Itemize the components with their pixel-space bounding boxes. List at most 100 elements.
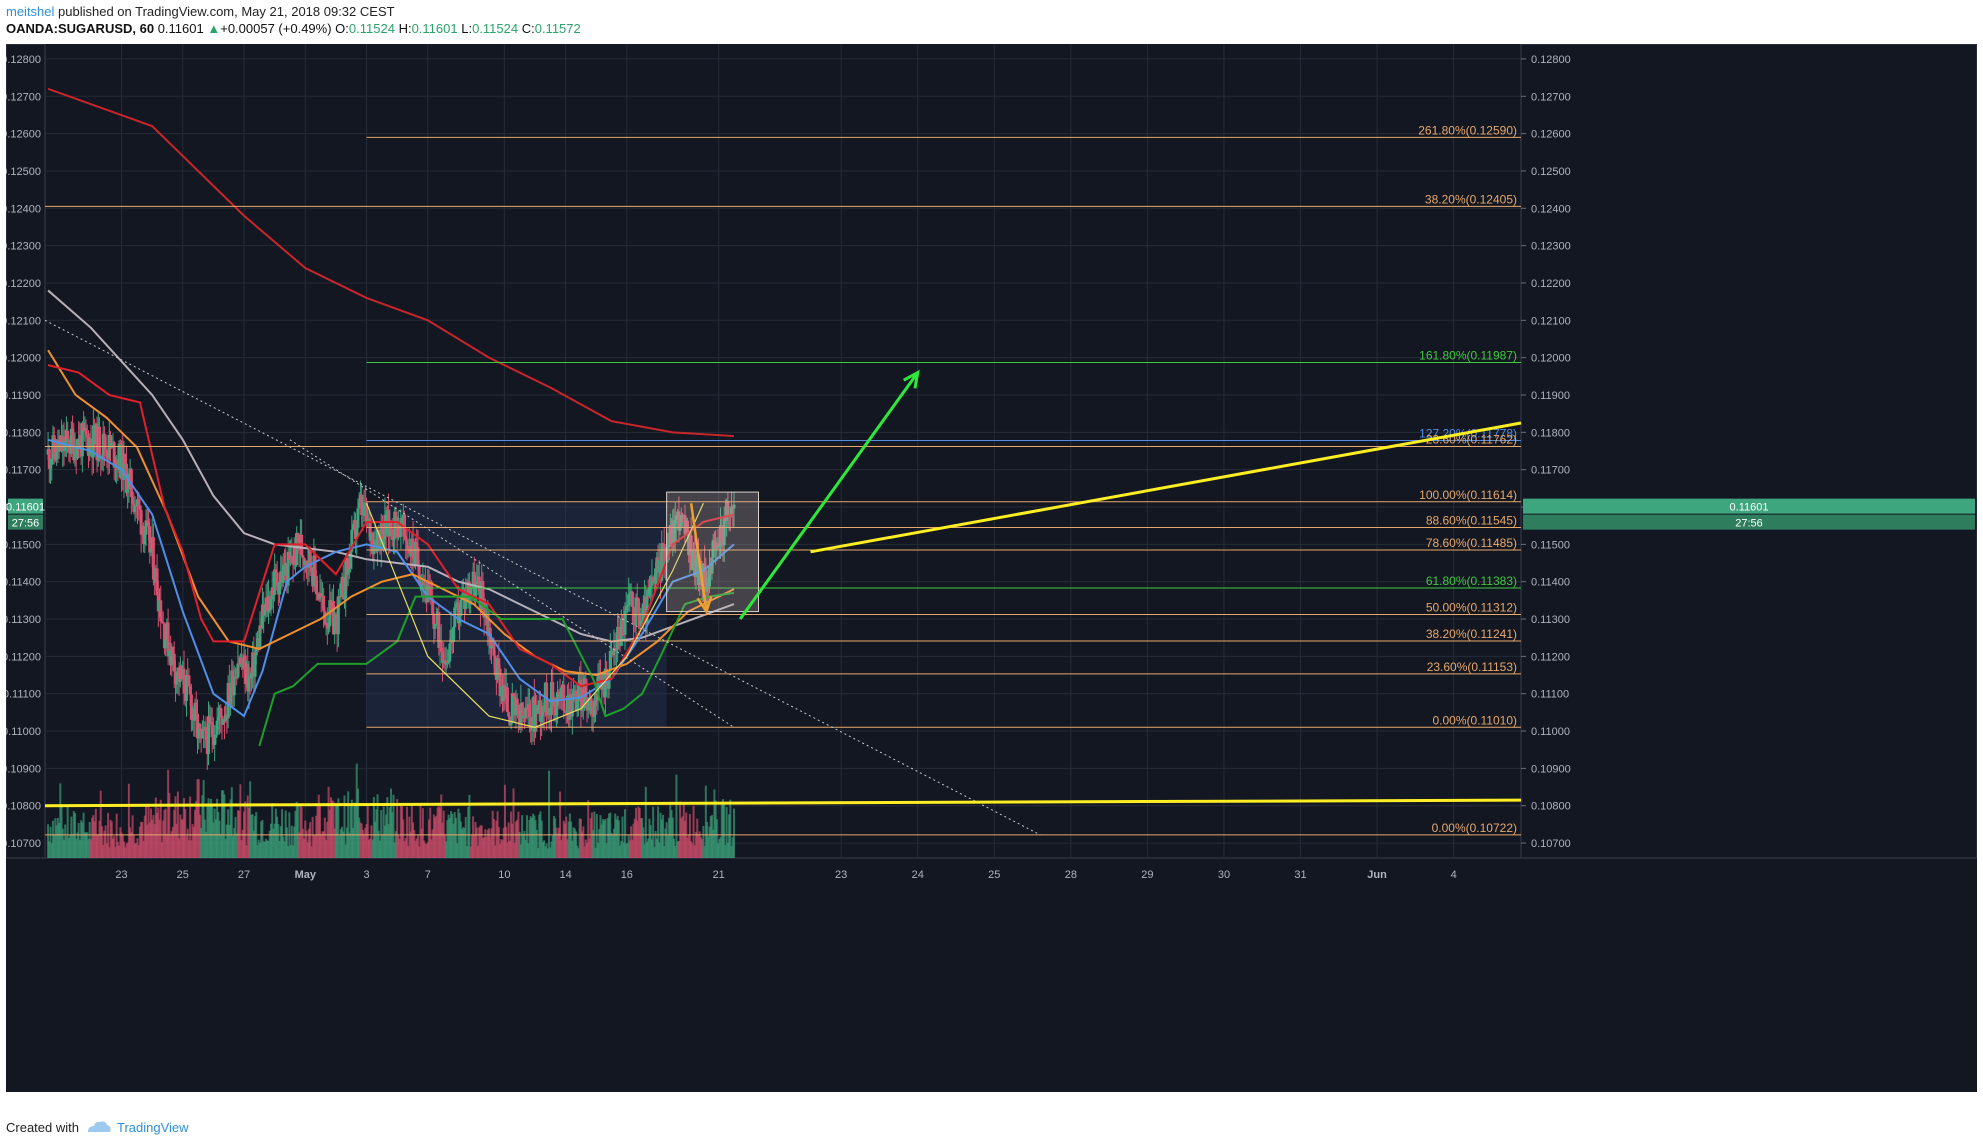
countdown-label-left: 27:56: [12, 518, 40, 530]
volume-bar: [505, 826, 508, 858]
volume-bar: [660, 819, 663, 858]
chart-frame[interactable]: 0.12800 0.12800 0.12700 0.12700 0.12600 0.126…: [6, 44, 1977, 1092]
volume-bar: [148, 822, 151, 858]
candle-body: [377, 529, 381, 535]
y-tick-label-left: 0.11500: [6, 539, 41, 551]
volume-bar: [66, 807, 69, 858]
volume-bar: [178, 838, 181, 858]
volume-bar: [439, 807, 442, 858]
grid-lines: [45, 44, 1521, 858]
candle-body: [624, 606, 628, 611]
volume-bar: [729, 799, 732, 858]
candle-body: [708, 565, 712, 587]
volume-bar: [289, 844, 292, 858]
volume-bar: [268, 830, 271, 858]
x-tick-label: 14: [559, 869, 571, 881]
volume-bar: [272, 828, 275, 858]
candle-body: [529, 716, 533, 731]
candle-body: [308, 548, 312, 568]
volume-bar: [71, 833, 74, 858]
candle-body: [215, 720, 219, 735]
chart-footer: Created with TradingView: [0, 1106, 1983, 1144]
volume-bar: [293, 826, 296, 858]
y-tick-label-right: 0.10800: [1531, 801, 1571, 813]
price-change: +0.00057 (+0.49%): [220, 21, 332, 36]
volume-bar: [203, 819, 206, 858]
candle-body: [403, 514, 407, 537]
y-tick-label-right: 0.12800: [1531, 54, 1571, 66]
volume-bar: [638, 808, 641, 858]
volume-bar: [625, 843, 628, 858]
volume-bar: [222, 790, 225, 858]
candle-body: [88, 438, 92, 456]
symbol-name[interactable]: OANDA:SUGARUSD, 60: [6, 21, 155, 36]
volume-bar: [659, 812, 662, 858]
candle-body: [540, 716, 544, 722]
candle-body: [104, 449, 108, 451]
volume-bar: [345, 827, 348, 858]
candle-body: [159, 600, 163, 622]
volume-bar: [312, 834, 315, 858]
volume-bar: [401, 806, 404, 858]
y-tick-label-right: 0.10700: [1531, 838, 1571, 850]
y-tick-label-left: 0.12600: [6, 129, 41, 141]
volume-bar: [190, 840, 193, 858]
candle-body: [151, 537, 155, 580]
volume-bar: [236, 810, 239, 858]
volume-bar: [424, 843, 427, 858]
volume-bar: [441, 822, 444, 858]
volume-bar: [537, 848, 540, 858]
volume-bar: [724, 844, 727, 858]
volume-bar: [49, 826, 52, 858]
candle-body: [681, 514, 685, 516]
volume-bar: [429, 807, 432, 858]
candle-body: [69, 428, 73, 454]
volume-bar: [306, 842, 309, 858]
candle-body: [232, 677, 236, 696]
volume-bar: [548, 770, 551, 858]
candle-body: [559, 687, 563, 699]
volume-bar: [715, 819, 718, 858]
candle-body: [260, 604, 264, 629]
open-value: 0.11524: [348, 21, 395, 36]
volume-bar: [518, 831, 521, 858]
volume-bar: [211, 805, 214, 858]
volume-bar: [56, 817, 59, 858]
candle-body: [414, 541, 418, 566]
x-tick-label: 23: [115, 869, 127, 881]
volume-bar: [687, 834, 690, 858]
volume-bar: [405, 806, 408, 858]
volume-bar: [134, 843, 137, 858]
volume-bar: [93, 821, 96, 858]
candle-body: [475, 581, 479, 585]
volume-bar: [196, 779, 199, 858]
candle-body: [295, 533, 299, 566]
candle-body: [219, 707, 223, 716]
volume-bar: [495, 820, 498, 858]
candle-body: [274, 569, 278, 573]
volume-bar: [105, 843, 108, 858]
volume-bar: [70, 816, 73, 858]
volume-bar: [142, 840, 145, 858]
y-tick-label-left: 0.11300: [6, 614, 41, 626]
candle-body: [236, 663, 240, 678]
volume-bar: [637, 806, 640, 858]
volume-bar: [486, 829, 489, 858]
candle-body: [439, 641, 443, 652]
author-link[interactable]: meitshel: [6, 4, 55, 19]
volume-bar: [699, 837, 702, 858]
price-chart[interactable]: 0.12800 0.12800 0.12700 0.12700 0.12600 0.126…: [6, 44, 1977, 1092]
candle-body: [434, 623, 438, 625]
volume-bar: [209, 798, 212, 858]
volume-bar: [703, 845, 706, 858]
candle-body: [325, 622, 329, 629]
tradingview-link[interactable]: TradingView: [117, 1120, 189, 1135]
volume-bar: [626, 843, 629, 858]
candle-body: [647, 587, 651, 596]
green-target-arrow-head: [902, 369, 920, 389]
volume-bar: [251, 814, 254, 858]
volume-bar: [693, 845, 696, 858]
volume-bar: [254, 816, 257, 858]
candle-body: [275, 572, 279, 586]
y-tick-label-left: 0.11900: [6, 390, 41, 402]
